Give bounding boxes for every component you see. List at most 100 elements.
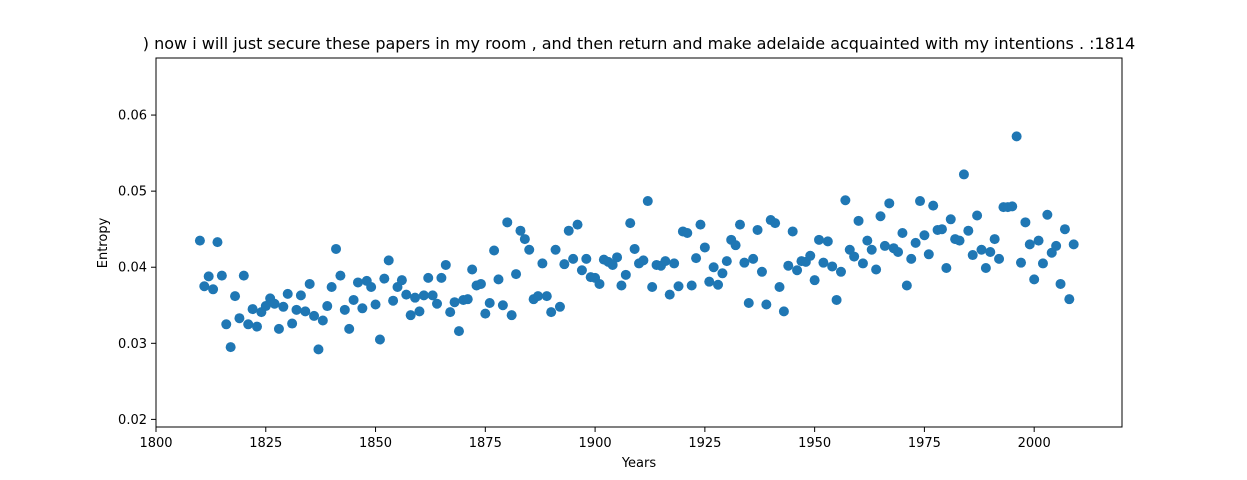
data-point	[980, 262, 991, 273]
data-point	[291, 304, 302, 315]
data-point	[717, 268, 728, 279]
data-point	[642, 196, 653, 207]
data-point	[647, 282, 658, 293]
data-point	[497, 300, 508, 311]
y-tick-label: 0.04	[118, 261, 147, 276]
data-point	[453, 326, 464, 337]
x-axis-label: Years	[621, 456, 657, 471]
data-point	[805, 250, 816, 261]
data-point	[208, 284, 219, 295]
data-point	[893, 247, 904, 258]
data-point	[388, 295, 399, 306]
data-point	[546, 307, 557, 318]
data-point	[827, 261, 838, 272]
data-point	[734, 219, 745, 230]
data-point	[405, 310, 416, 321]
data-point	[835, 266, 846, 277]
data-point	[339, 304, 350, 315]
data-point	[607, 259, 618, 270]
data-point	[774, 282, 785, 293]
data-point	[1037, 258, 1048, 269]
x-axis: 1800 1825 1850 1875 1900 1925 1950 1975 2000	[139, 427, 1051, 451]
data-point	[1068, 239, 1079, 250]
x-tick-label: 1925	[688, 436, 721, 451]
data-point	[985, 247, 996, 258]
data-point	[1007, 201, 1018, 212]
x-tick-label: 2000	[1018, 436, 1051, 451]
data-point	[941, 262, 952, 273]
x-tick-label: 1950	[798, 436, 831, 451]
data-point	[216, 270, 227, 281]
y-tick-label: 0.02	[118, 413, 147, 428]
data-point	[230, 291, 241, 302]
data-point	[515, 225, 526, 236]
data-point	[436, 272, 447, 283]
data-point	[814, 234, 825, 245]
data-point	[287, 318, 298, 329]
x-tick-label: 1825	[249, 436, 282, 451]
data-point	[212, 237, 223, 248]
data-point	[326, 282, 337, 293]
data-point	[695, 219, 706, 230]
data-point	[383, 255, 394, 266]
data-point	[278, 301, 289, 312]
data-point	[251, 321, 262, 332]
data-point	[352, 277, 363, 288]
data-point	[581, 253, 592, 264]
data-point	[322, 301, 333, 312]
data-point	[374, 334, 385, 345]
data-point	[260, 301, 271, 312]
data-point	[1064, 294, 1075, 305]
data-point	[480, 308, 491, 319]
data-point	[335, 270, 346, 281]
data-point	[194, 235, 205, 246]
data-point	[875, 211, 886, 222]
data-point	[1042, 209, 1053, 220]
data-point	[243, 319, 254, 330]
data-point	[1055, 278, 1066, 289]
axes-frame	[155, 57, 1123, 428]
data-point	[884, 198, 895, 209]
data-point	[401, 289, 412, 300]
data-point	[1020, 217, 1031, 228]
data-point	[370, 299, 381, 310]
data-point	[379, 273, 390, 284]
data-point	[638, 255, 649, 266]
data-point	[418, 290, 429, 301]
data-point	[225, 342, 236, 353]
data-point	[475, 278, 486, 289]
data-point	[410, 292, 421, 303]
data-point	[730, 240, 741, 251]
data-point	[1016, 257, 1027, 268]
data-point	[612, 252, 623, 263]
data-point	[783, 260, 794, 271]
data-point	[862, 235, 873, 246]
data-point	[840, 195, 851, 206]
data-point	[348, 294, 359, 305]
data-point	[295, 290, 306, 301]
data-point	[743, 297, 754, 308]
data-point	[923, 249, 934, 260]
data-point	[919, 230, 930, 241]
data-point	[866, 244, 877, 255]
data-point	[502, 217, 513, 228]
data-point	[739, 257, 750, 268]
data-point	[972, 210, 983, 221]
data-point	[467, 264, 478, 275]
data-point	[748, 253, 759, 264]
x-tick-label: 1850	[359, 436, 392, 451]
data-point	[572, 219, 583, 230]
data-point	[928, 200, 939, 211]
data-point	[849, 251, 860, 262]
data-point	[669, 258, 680, 269]
data-point	[563, 225, 574, 236]
data-point	[511, 269, 522, 280]
data-point	[344, 323, 355, 334]
data-point	[704, 276, 715, 287]
data-point	[682, 227, 693, 238]
data-point	[778, 306, 789, 317]
y-tick-label: 0.06	[118, 109, 147, 124]
data-point	[489, 245, 500, 256]
data-point	[234, 313, 245, 324]
data-point	[568, 253, 579, 264]
